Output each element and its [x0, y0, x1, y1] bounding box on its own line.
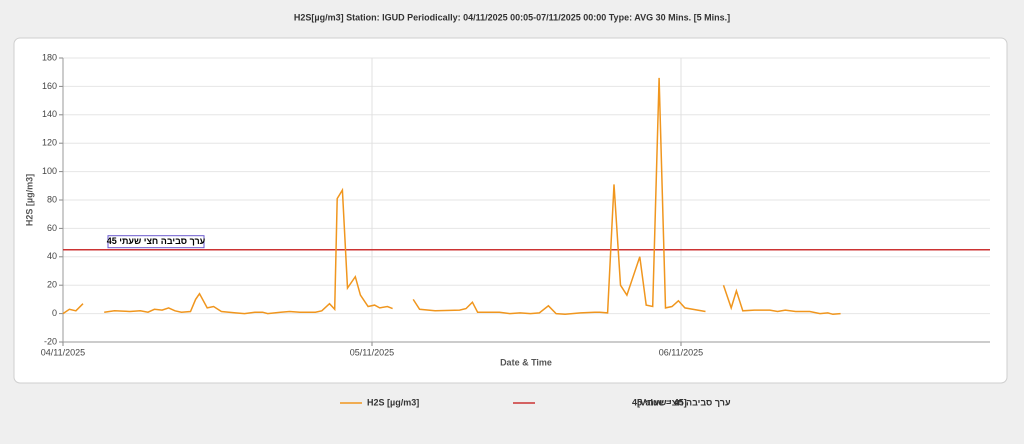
data-line	[62, 77, 841, 316]
x-tick-label: 04/11/2025	[41, 347, 85, 357]
y-tick-label: 120	[42, 138, 57, 148]
y-tick-label: 60	[47, 223, 57, 233]
y-tick-label: 140	[42, 109, 57, 119]
y-tick-label: 0	[52, 308, 57, 318]
x-tick-label: 06/11/2025	[659, 347, 703, 357]
y-axis-label: H2S [µg/m3]	[24, 174, 34, 226]
legend-label: H2S [µg/m3]	[367, 397, 419, 407]
reference-label: ערך סביבה חצי שעתי 45	[107, 236, 206, 246]
chart-title: H2S[µg/m3] Station: IGUD Periodically: 0…	[294, 12, 730, 22]
y-tick-label: -20	[44, 336, 57, 346]
chart-panel	[13, 37, 1008, 384]
x-tick-label: 05/11/2025	[350, 347, 394, 357]
y-tick-label: 100	[42, 166, 57, 176]
legend-label: ערך סביבה חצי שעתי 45	[632, 397, 731, 407]
y-tick-label: 160	[42, 81, 57, 91]
y-tick-label: 20	[47, 280, 57, 290]
y-tick-label: 40	[47, 251, 57, 261]
legend-value-label: [Value = 45]	[637, 397, 687, 407]
y-tick-label: 80	[47, 194, 57, 204]
y-tick-label: 180	[42, 52, 57, 62]
x-axis-label: Date & Time	[500, 357, 552, 367]
reference-label-box	[107, 235, 205, 249]
